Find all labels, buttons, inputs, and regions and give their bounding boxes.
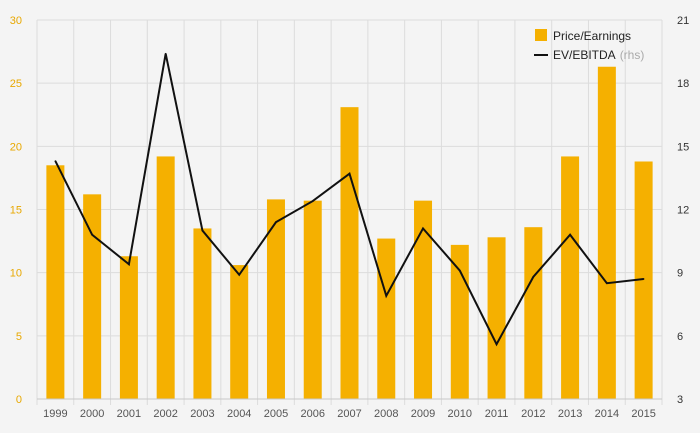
bar-price-earnings-2004: [230, 265, 249, 399]
legend-label-rhs: (rhs): [620, 48, 645, 62]
point-ev-ebitda-2015: [642, 278, 645, 280]
y-right-tick-label: 21: [677, 15, 689, 27]
x-tick-label: 2002: [153, 408, 177, 420]
point-ev-ebitda-2004: [238, 273, 241, 276]
y-right-tick-label: 12: [677, 205, 689, 217]
bar-price-earnings-2007: [340, 107, 359, 400]
point-ev-ebitda-2003: [201, 229, 204, 232]
point-ev-ebitda-2012: [532, 276, 535, 278]
legend-label-ev-ebitda-main: EV/EBITDA: [553, 48, 616, 62]
y-right-tick-label: 15: [677, 141, 689, 153]
x-tick-label: 2013: [558, 408, 582, 420]
point-ev-ebitda-2008: [385, 295, 388, 297]
y-right-tick-label: 3: [677, 394, 683, 406]
y-right-tick-label: 9: [677, 268, 683, 280]
point-ev-ebitda-2002: [164, 52, 167, 55]
bar-price-earnings-2003: [193, 228, 212, 399]
bar-price-earnings-2015: [634, 161, 653, 399]
x-tick-label: 2005: [264, 408, 288, 420]
bar-price-earnings-2008: [377, 238, 396, 399]
bar-price-earnings-2010: [450, 244, 469, 399]
x-tick-label: 2000: [80, 408, 104, 420]
x-tick-label: 2006: [300, 408, 324, 420]
bar-price-earnings-2012: [524, 227, 543, 399]
x-tick-label: 2003: [190, 408, 214, 420]
x-tick-label: 1999: [43, 408, 67, 420]
point-ev-ebitda-2006: [311, 200, 314, 202]
gridlines: [36, 19, 663, 405]
point-ev-ebitda-2010: [458, 269, 461, 272]
y-left-tick-label: 30: [10, 15, 22, 27]
x-tick-label: 2011: [485, 408, 509, 420]
legend: Price/Earnings EV/EBITDA (rhs): [534, 29, 644, 62]
x-tick-label: 2004: [227, 408, 251, 420]
bar-price-earnings-2009: [414, 200, 433, 399]
y-left-tick-label: 25: [10, 78, 22, 90]
y-left-tick-label: 15: [10, 205, 22, 217]
x-tick-label: 2008: [374, 408, 398, 420]
axes: 0 5 10 15 20 25 30 3 6 9 12 15 18 21 1999 2000 2001 2002 2…: [10, 15, 690, 420]
x-tick-label: 2015: [631, 408, 655, 420]
point-ev-ebitda-2007: [348, 172, 351, 175]
bar-price-earnings-2013: [561, 156, 580, 399]
point-ev-ebitda-2009: [422, 227, 424, 230]
y-right-tick-label: 6: [677, 331, 683, 343]
bar-price-earnings-2014: [597, 66, 616, 399]
x-tick-label: 2010: [448, 408, 472, 420]
bar-price-earnings-2011: [487, 237, 506, 399]
point-ev-ebitda-1999: [54, 160, 57, 162]
y-left-tick-label: 0: [16, 394, 22, 406]
bar-series: [46, 66, 653, 400]
bar-price-earnings-2001: [119, 256, 138, 399]
point-ev-ebitda-2013: [569, 233, 571, 236]
line-series: [54, 52, 645, 347]
bar-price-earnings-2006: [303, 200, 322, 399]
y-left-tick-label: 20: [10, 141, 22, 153]
x-tick-label: 2007: [337, 408, 361, 420]
point-ev-ebitda-2014: [606, 282, 608, 284]
x-tick-label: 2012: [521, 408, 545, 420]
y-left-tick-label: 10: [10, 268, 22, 280]
point-ev-ebitda-2001: [128, 263, 130, 266]
x-tick-label: 2009: [411, 408, 435, 420]
x-tick-label: 2001: [117, 408, 141, 420]
point-ev-ebitda-2011: [495, 343, 498, 346]
point-ev-ebitda-2005: [275, 221, 277, 223]
legend-label-price-earnings: Price/Earnings: [553, 29, 631, 43]
x-tick-label: 2014: [595, 408, 619, 420]
legend-swatch-price-earnings: [535, 29, 547, 41]
y-left-tick-label: 5: [16, 331, 22, 343]
point-ev-ebitda-2000: [91, 233, 93, 236]
bar-price-earnings-1999: [46, 165, 65, 399]
bar-price-earnings-2005: [266, 199, 285, 399]
bar-price-earnings-2000: [83, 194, 102, 399]
y-right-tick-label: 18: [677, 78, 689, 90]
legend-label-ev-ebitda: EV/EBITDA (rhs): [553, 48, 644, 62]
bar-price-earnings-2002: [156, 156, 175, 399]
